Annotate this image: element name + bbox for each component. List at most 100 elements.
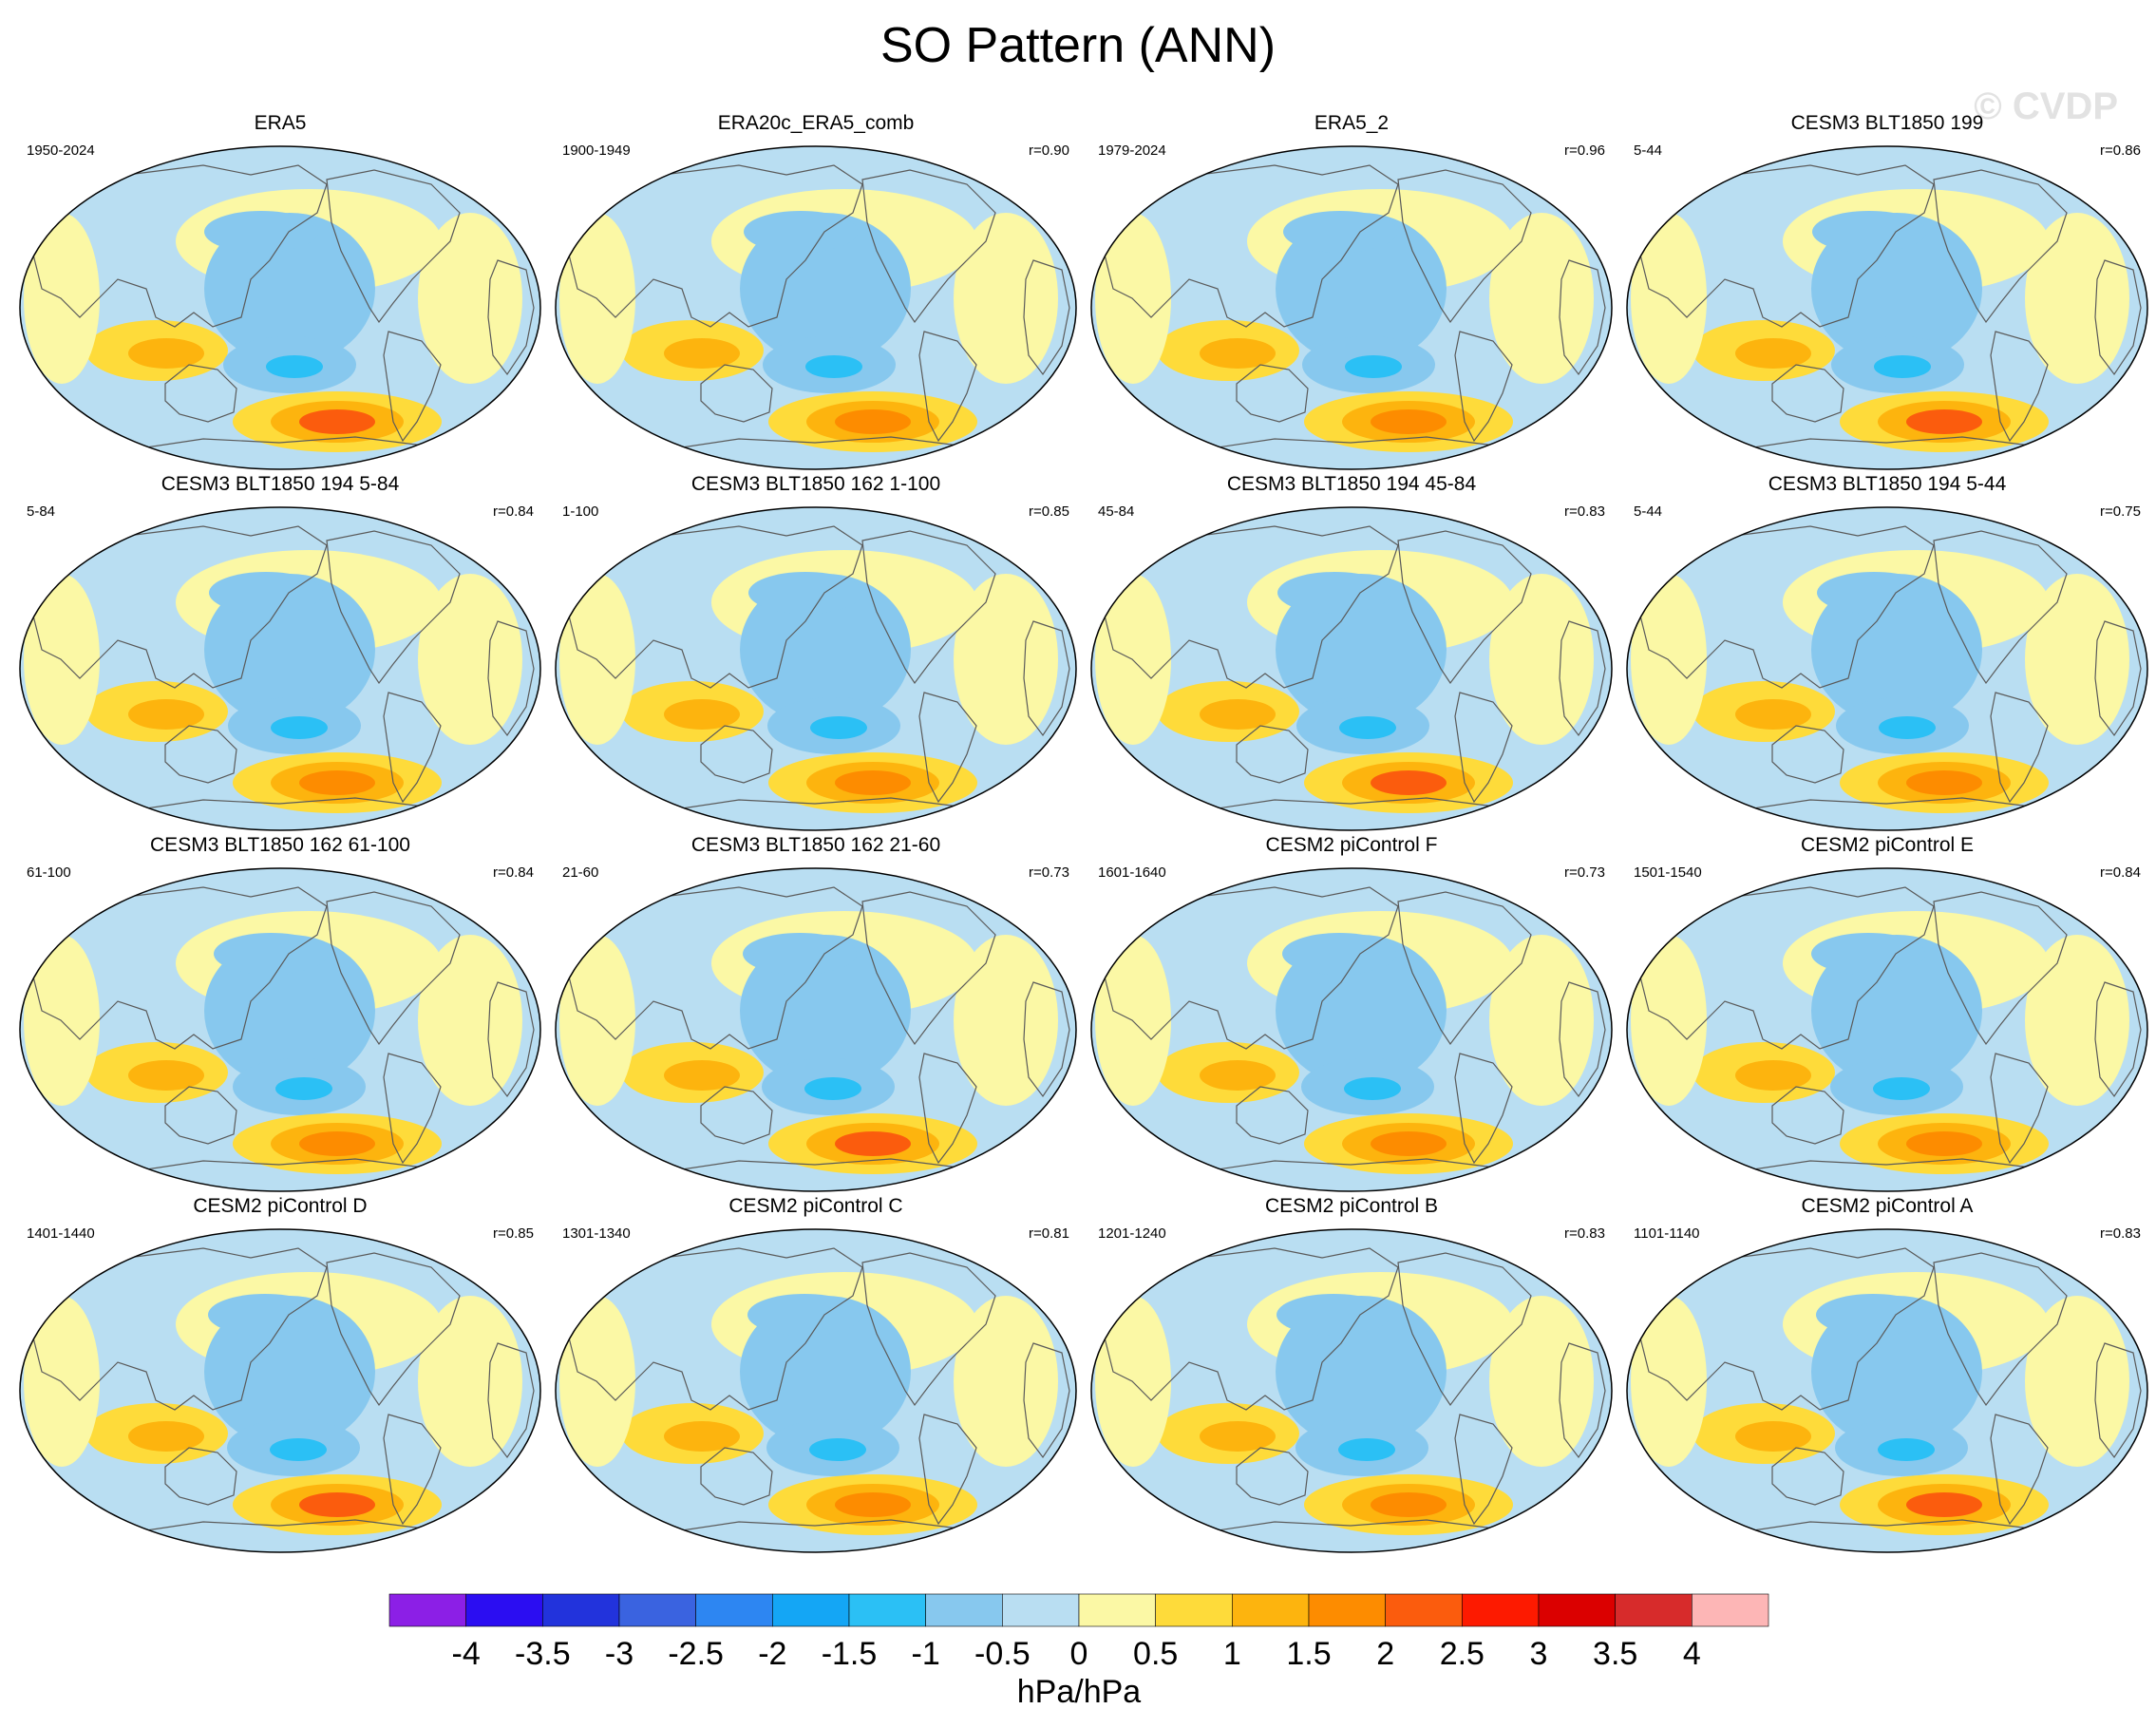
map-border xyxy=(555,145,1077,470)
map-border xyxy=(555,506,1077,831)
anomaly-contour xyxy=(1200,1421,1276,1452)
anomaly-contour xyxy=(1878,1438,1935,1461)
panel-title: CESM3 BLT1850 162 61-100 xyxy=(150,834,410,856)
map-border xyxy=(1626,867,2148,1192)
colorbar-tick-label: 1.5 xyxy=(1286,1636,1331,1672)
anomaly-contour xyxy=(208,1294,322,1336)
anomaly-contour xyxy=(1906,770,1982,795)
anomaly-contour xyxy=(418,213,522,384)
panel-correlation: r=0.85 xyxy=(1029,503,1069,520)
panel-title: CESM3 BLT1850 194 5-44 xyxy=(1768,473,2007,495)
colorbar-tick-label: 1 xyxy=(1223,1636,1241,1672)
anomaly-contour xyxy=(418,935,522,1106)
panel-year-range: 1979-2024 xyxy=(1098,142,1166,159)
colorbar-tick-label: -1 xyxy=(912,1636,940,1672)
anomaly-contour xyxy=(128,1060,204,1091)
coastline xyxy=(2094,981,2142,1098)
anomaly-contour xyxy=(1735,1060,1811,1091)
anomaly-contour xyxy=(1282,933,1396,975)
coastline xyxy=(567,164,863,328)
coastline xyxy=(700,1447,773,1506)
anomaly-contour xyxy=(954,213,1058,384)
coastline xyxy=(1559,259,1606,376)
colorbar-swatch xyxy=(1385,1593,1463,1627)
colorbar-tick-label: -2 xyxy=(758,1636,786,1672)
map-border xyxy=(1090,1228,1613,1553)
coastline xyxy=(164,364,237,423)
anomaly-contour xyxy=(1906,1492,1982,1517)
map-border xyxy=(1090,506,1613,831)
panel-correlation: r=0.81 xyxy=(1029,1225,1069,1242)
anomaly-contour xyxy=(1735,338,1811,369)
map-panel: CESM3 BLT1850 194 45-84 45-84 r=0.83 xyxy=(1085,473,1618,834)
coastline xyxy=(1638,1247,1935,1411)
anomaly-contour xyxy=(1277,572,1391,614)
coastline xyxy=(326,1252,461,1407)
coastline xyxy=(383,692,442,804)
coastline xyxy=(1933,169,2068,324)
anomaly-contour xyxy=(835,1492,911,1517)
map-panel: CESM3 BLT1850 199 5-44 r=0.86 xyxy=(1620,112,2154,473)
sea-level-pressure-map xyxy=(19,506,541,831)
sea-level-pressure-map xyxy=(1626,867,2148,1192)
panel-correlation: r=0.73 xyxy=(1564,864,1605,881)
coastline xyxy=(383,1053,442,1165)
map-panel: CESM3 BLT1850 162 1-100 1-100 r=0.85 xyxy=(549,473,1083,834)
anomaly-contour xyxy=(1874,355,1931,378)
coastline xyxy=(861,891,996,1046)
coastline xyxy=(1559,981,1606,1098)
coastline xyxy=(487,1342,535,1459)
map-border xyxy=(19,145,541,470)
panel-title: CESM2 piControl A xyxy=(1801,1195,1974,1217)
colorbar-tick-label: 4 xyxy=(1683,1636,1701,1672)
coastline xyxy=(31,164,328,328)
anomaly-contour xyxy=(275,1077,332,1100)
coastline xyxy=(1236,364,1309,423)
coastline xyxy=(1023,620,1070,737)
sea-level-pressure-map xyxy=(1626,145,2148,470)
anomaly-contour xyxy=(559,213,635,384)
panel-correlation: r=0.86 xyxy=(2100,142,2141,159)
colorbar-tick-label: 0 xyxy=(1070,1636,1088,1672)
panel-correlation: r=0.84 xyxy=(493,503,534,520)
coastline xyxy=(1023,259,1070,376)
anomaly-contour xyxy=(1277,1294,1390,1336)
anomaly-contour xyxy=(804,1077,861,1100)
sea-level-pressure-map xyxy=(555,1228,1077,1553)
anomaly-contour xyxy=(1735,699,1811,730)
anomaly-contour xyxy=(1817,572,1931,614)
colorbar-tick-label: 2 xyxy=(1376,1636,1394,1672)
colorbar-swatch xyxy=(1002,1593,1080,1627)
panel-year-range: 21-60 xyxy=(562,864,599,881)
coastline xyxy=(567,886,863,1050)
coastline xyxy=(1397,169,1532,324)
panel-correlation: r=0.73 xyxy=(1029,864,1069,881)
anomaly-contour xyxy=(1200,1060,1276,1091)
colorbar-unit-label: hPa/hPa xyxy=(1017,1674,1142,1710)
coastline xyxy=(1103,164,1399,328)
anomaly-contour xyxy=(748,572,862,614)
colorbar-swatch xyxy=(925,1593,1003,1627)
colorbar-swatch xyxy=(848,1593,926,1627)
sea-level-pressure-map xyxy=(19,867,541,1192)
anomaly-contour xyxy=(24,1296,100,1467)
anomaly-contour xyxy=(664,699,740,730)
coastline xyxy=(1559,1342,1606,1459)
coastline xyxy=(861,530,996,685)
panel-correlation: r=0.75 xyxy=(2100,503,2141,520)
coastline xyxy=(383,1414,442,1526)
panel-year-range: 1900-1949 xyxy=(562,142,631,159)
map-border xyxy=(19,1228,541,1553)
anomaly-contour xyxy=(24,213,100,384)
anomaly-contour xyxy=(559,935,635,1106)
coastline xyxy=(1023,1342,1070,1459)
panel-year-range: 5-44 xyxy=(1634,503,1663,520)
anomaly-contour xyxy=(559,1296,635,1467)
coastline xyxy=(326,891,461,1046)
anomaly-contour xyxy=(1873,1077,1930,1100)
sea-level-pressure-map xyxy=(555,506,1077,831)
panel-title: CESM2 piControl D xyxy=(193,1195,368,1217)
panel-title: CESM3 BLT1850 199 xyxy=(1790,112,1984,134)
colorbar-swatch xyxy=(618,1593,696,1627)
colorbar-tick-label: 0.5 xyxy=(1133,1636,1178,1672)
